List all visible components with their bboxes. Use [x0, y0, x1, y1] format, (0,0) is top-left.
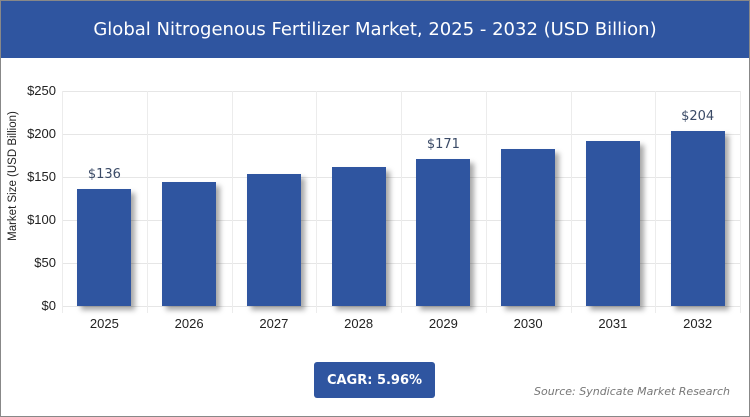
source-note: Source: Syndicate Market Research: [534, 385, 730, 398]
x-tick-label: 2032: [683, 316, 713, 331]
bar-2031: [585, 140, 640, 306]
y-tick-label: $250: [27, 83, 56, 98]
y-tick-label: $150: [27, 169, 56, 184]
bar-2028: [331, 166, 386, 306]
bar-2026: [162, 182, 217, 306]
x-tick-label: 2027: [259, 316, 289, 331]
bar-2029: [416, 158, 471, 306]
bar-2027: [246, 174, 301, 306]
data-label: $136: [87, 167, 121, 183]
cagr-badge: CAGR: 5.96%: [314, 362, 435, 398]
bar-2030: [501, 149, 556, 306]
x-tick-label: 2025: [89, 316, 119, 331]
data-label: $204: [681, 108, 715, 124]
gridline: [485, 91, 487, 313]
gridline: [316, 91, 318, 313]
bar-2032: [670, 130, 725, 306]
gridline: [655, 91, 657, 313]
x-tick-label: 2029: [428, 316, 458, 331]
y-tick-label: $100: [27, 212, 56, 227]
gridline: [740, 91, 741, 313]
y-tick-label: $200: [27, 126, 56, 141]
gridline: [570, 91, 572, 313]
y-tick-label: $0: [41, 298, 56, 313]
bar-2025: [77, 189, 132, 306]
x-tick-label: 2028: [344, 316, 374, 331]
gridline: [146, 91, 148, 313]
gridline: [62, 91, 63, 313]
x-tick-label: 2030: [513, 316, 543, 331]
y-tick-label: $50: [34, 255, 56, 270]
x-tick-label: 2026: [174, 316, 204, 331]
chart-title: Global Nitrogenous Fertilizer Market, 20…: [1, 1, 749, 58]
gridline: [401, 91, 402, 313]
x-tick-label: 2031: [598, 316, 628, 331]
gridline: [231, 91, 233, 313]
data-label: $171: [426, 136, 460, 152]
